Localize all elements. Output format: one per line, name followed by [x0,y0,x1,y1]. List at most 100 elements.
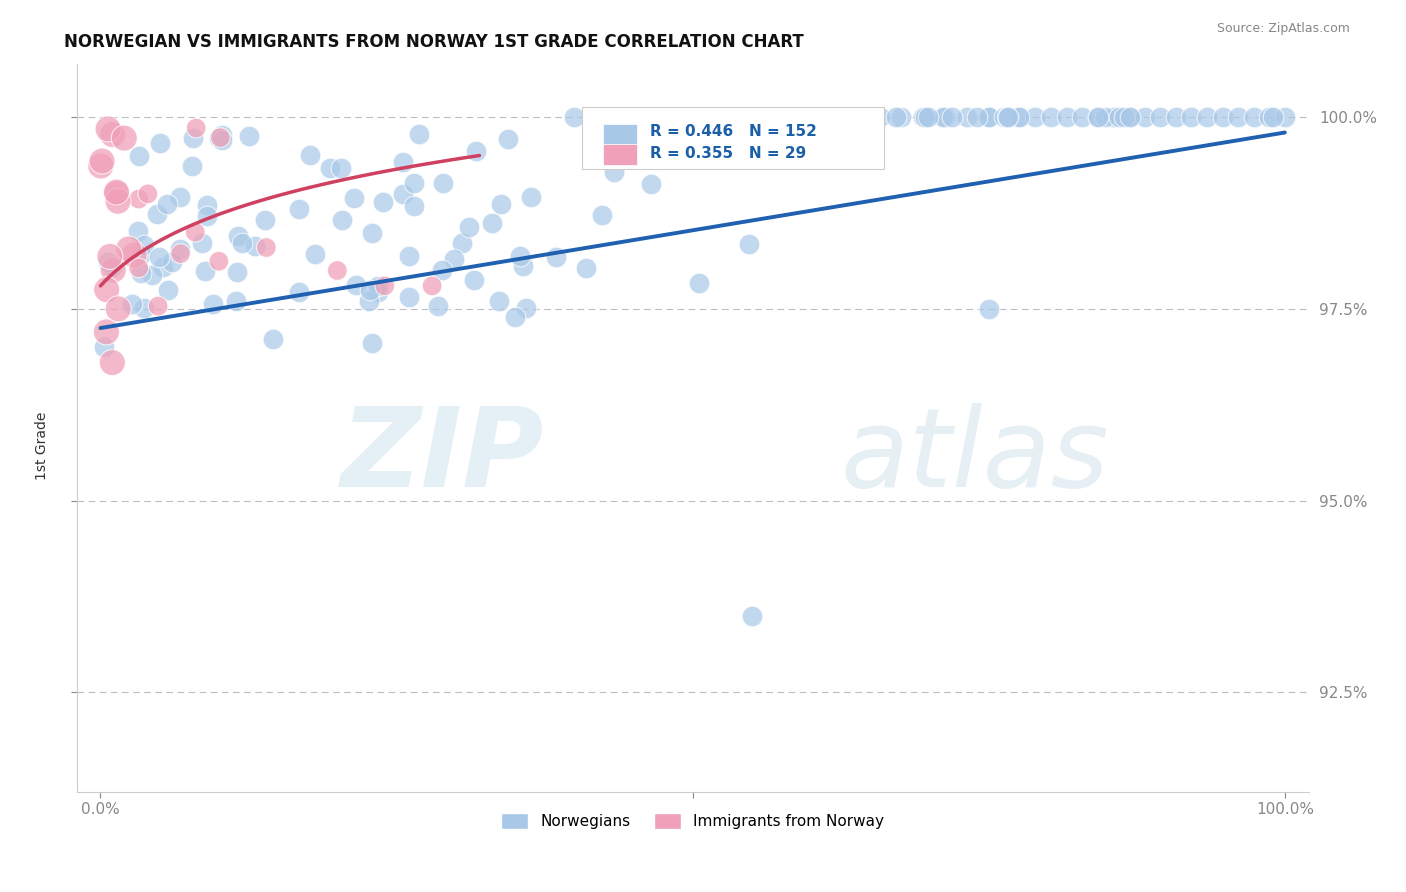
Point [884,110,907,124]
Point [1008,110,1031,124]
Point [941,110,963,124]
Point [695,110,717,124]
Point [225,265,247,279]
Point [360,336,382,351]
Point [741,608,763,623]
Point [1227,110,1250,124]
Text: 1st Grade: 1st Grade [35,412,49,480]
Bar [603,145,637,165]
Text: Source: ZipAtlas.com: Source: ZipAtlas.com [1216,22,1350,36]
Point [491,197,513,211]
Point [1274,110,1296,124]
Point [408,127,430,141]
Point [107,301,129,316]
Point [1087,110,1109,124]
Text: atlas: atlas [841,403,1109,510]
Point [509,249,531,263]
Point [1108,110,1130,124]
Point [209,130,232,145]
Point [688,276,710,290]
Point [914,110,936,124]
Point [374,278,396,293]
Point [1114,110,1136,124]
Legend: Norwegians, Immigrants from Norway: Norwegians, Immigrants from Norway [495,807,890,835]
Point [912,110,935,124]
Point [430,263,453,277]
Point [118,242,141,256]
Point [782,110,804,124]
Point [1024,110,1046,124]
Point [392,187,415,202]
Point [451,235,474,250]
Point [815,110,838,124]
Point [329,161,352,175]
Point [225,294,247,309]
Point [156,196,179,211]
Point [851,110,873,124]
Point [254,213,277,227]
Point [361,226,384,240]
Point [512,259,534,273]
Point [112,131,135,145]
Point [103,263,125,277]
Point [101,128,124,142]
Point [738,110,761,124]
Point [786,110,808,124]
Point [997,110,1019,124]
Point [93,340,115,354]
Point [606,110,628,124]
Point [202,297,225,311]
Point [997,110,1019,124]
Point [716,110,738,124]
Point [790,110,813,124]
Point [343,191,366,205]
Point [1118,110,1140,124]
Point [243,239,266,253]
Point [917,110,939,124]
Point [97,255,120,269]
Point [96,325,118,339]
Point [890,110,912,124]
Point [141,268,163,283]
Point [603,165,626,179]
Point [367,279,389,293]
Point [443,252,465,267]
Point [107,194,129,209]
Point [562,110,585,124]
Point [457,220,479,235]
Text: R = 0.446   N = 152: R = 0.446 N = 152 [650,124,817,139]
Point [127,224,149,238]
Point [464,144,486,158]
Point [101,260,124,275]
Point [1056,110,1078,124]
Point [288,285,311,299]
Point [148,250,170,264]
Point [96,283,118,297]
Point [122,248,145,262]
Point [520,190,543,204]
Point [146,207,169,221]
Point [1133,110,1156,124]
Point [298,148,321,162]
Point [966,110,988,124]
Point [98,250,121,264]
Point [254,241,277,255]
Point [128,260,150,275]
Point [650,110,672,124]
Point [427,299,450,313]
Point [169,190,191,204]
Point [1087,110,1109,124]
Point [128,192,150,206]
Point [238,128,260,143]
Point [121,297,143,311]
Point [1118,110,1140,124]
Point [344,277,367,292]
Point [1040,110,1063,124]
Point [869,110,891,124]
Point [503,310,526,324]
Point [195,209,218,223]
Point [496,132,519,146]
Point [759,110,782,124]
Point [367,285,389,299]
Point [371,194,394,209]
